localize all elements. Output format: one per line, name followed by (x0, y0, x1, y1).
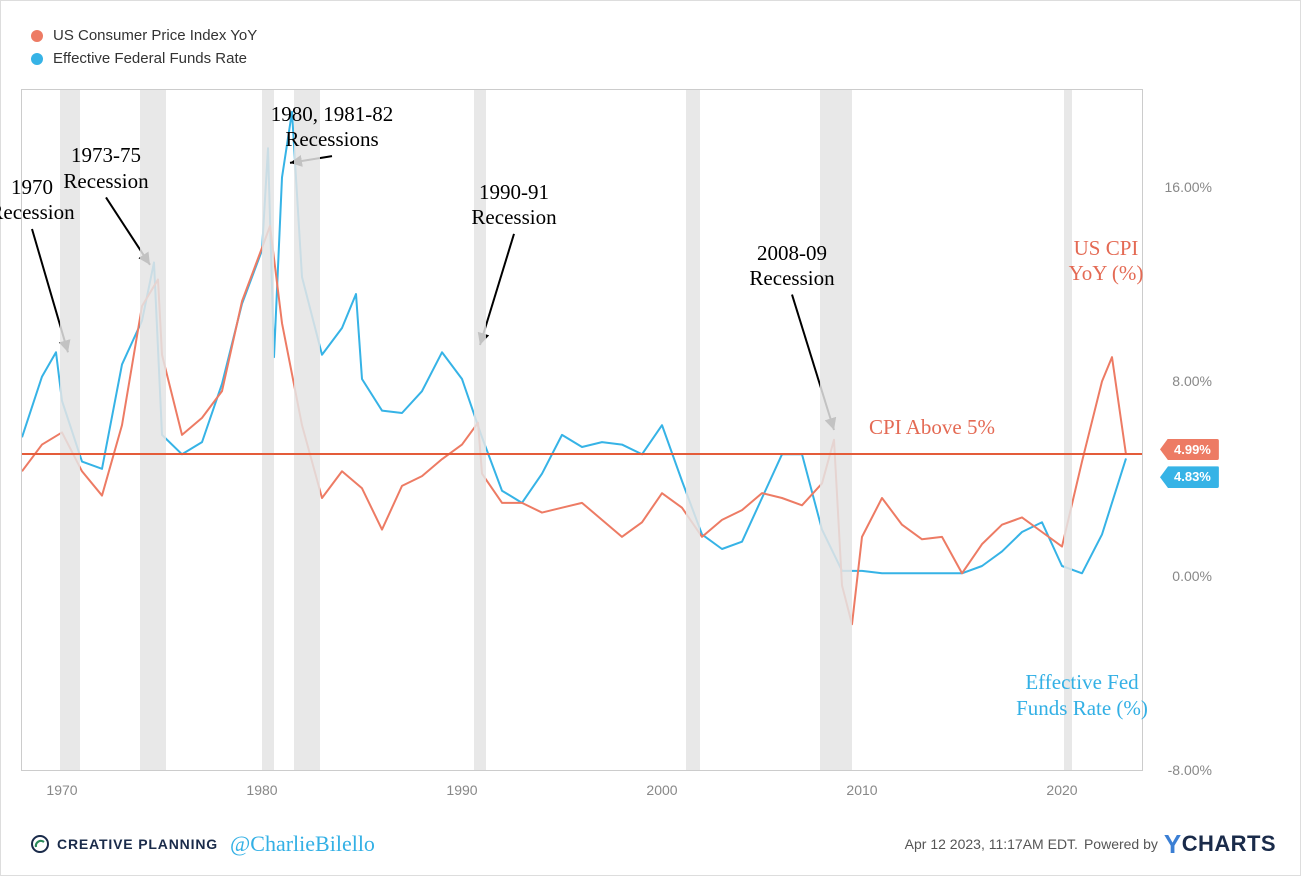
annotation-a0809: 2008-09Recession (749, 241, 834, 291)
recession-band (1064, 90, 1072, 770)
footer-left: CREATIVE PLANNING @CharlieBilello (31, 831, 375, 857)
annotation-a7375: 1973-75Recession (63, 143, 148, 193)
author-handle: @CharlieBilello (230, 831, 375, 857)
brand-icon (31, 835, 49, 853)
x-tick-label: 1980 (246, 782, 277, 798)
legend: US Consumer Price Index YoY Effective Fe… (31, 27, 257, 73)
y-tick-label: 0.00% (1172, 568, 1212, 584)
annotation-cpi5: CPI Above 5% (869, 415, 995, 440)
y-tick-label: 16.00% (1165, 179, 1212, 195)
chart-frame: US Consumer Price Index YoY Effective Fe… (0, 0, 1301, 876)
reference-line (22, 453, 1142, 455)
x-tick-label: 1990 (446, 782, 477, 798)
y-tick-label: 8.00% (1172, 373, 1212, 389)
brand-logo: CREATIVE PLANNING (31, 835, 218, 853)
annotation-effr: Effective FedFunds Rate (%) (1016, 670, 1148, 720)
recession-band (262, 90, 274, 770)
legend-dot-ffr (31, 53, 43, 65)
ycharts-logo: YCHARTS (1164, 831, 1276, 857)
timestamp: Apr 12 2023, 11:17AM EDT. (905, 836, 1078, 852)
legend-item-cpi: US Consumer Price Index YoY (31, 27, 257, 44)
x-tick-label: 2020 (1046, 782, 1077, 798)
annotation-a9091: 1990-91Recession (471, 180, 556, 230)
powered-by-label: Powered by (1084, 836, 1158, 852)
x-tick-label: 1970 (46, 782, 77, 798)
legend-dot-cpi (31, 30, 43, 42)
legend-label-ffr: Effective Federal Funds Rate (53, 50, 247, 67)
x-tick-label: 2000 (646, 782, 677, 798)
recession-band (820, 90, 852, 770)
end-flag-ffr: 4.83% (1160, 466, 1219, 488)
footer-right: Apr 12 2023, 11:17AM EDT. Powered by YCH… (905, 831, 1276, 857)
annotation-a8082: 1980, 1981-82Recessions (271, 102, 394, 152)
legend-label-cpi: US Consumer Price Index YoY (53, 27, 257, 44)
recession-band (294, 90, 320, 770)
legend-item-ffr: Effective Federal Funds Rate (31, 50, 257, 67)
plot-area: -8.00%0.00%8.00%16.00%197019801990200020… (21, 89, 1143, 771)
end-flag-cpi: 4.99% (1160, 439, 1219, 461)
recession-band (686, 90, 700, 770)
x-tick-label: 2010 (846, 782, 877, 798)
y-tick-label: -8.00% (1168, 762, 1212, 778)
annotation-uscpi: US CPIYoY (%) (1069, 236, 1144, 286)
brand-text: CREATIVE PLANNING (57, 836, 218, 852)
